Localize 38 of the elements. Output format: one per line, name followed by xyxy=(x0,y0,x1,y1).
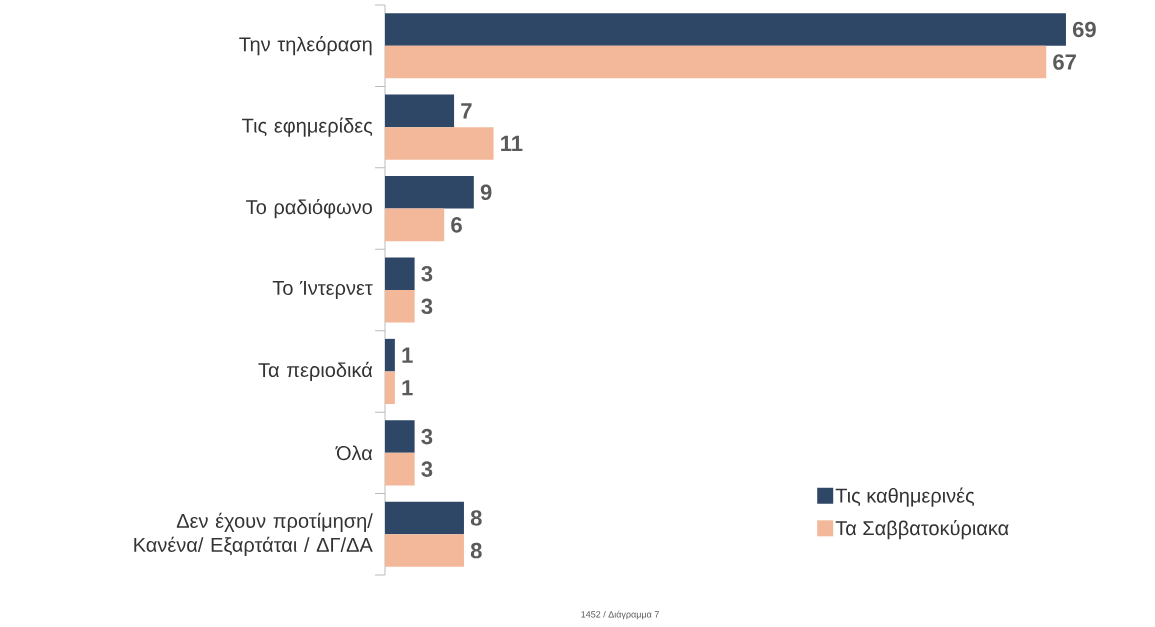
y-tick-label: Τις εφημερίδες xyxy=(242,117,373,137)
bar xyxy=(385,13,1066,46)
bar xyxy=(385,420,415,453)
bar xyxy=(385,208,445,242)
data-label: 69 xyxy=(1072,21,1096,38)
data-label: 67 xyxy=(1053,54,1076,70)
bar xyxy=(385,45,1047,79)
bar xyxy=(385,534,464,567)
legend-label: Τα Σαββατοκύριακα xyxy=(835,520,1009,540)
bar xyxy=(385,176,474,209)
data-label: 1 xyxy=(402,380,413,396)
y-tick-label: Το ραδιόφωνο xyxy=(246,198,372,219)
text: 1452 / Διάγραμμα 7 xyxy=(581,610,659,620)
data-label: 11 xyxy=(501,135,523,151)
data-label: 3 xyxy=(421,298,433,315)
bar xyxy=(385,501,464,535)
y-tick-label: Όλα xyxy=(335,445,373,461)
data-label: 8 xyxy=(470,542,482,559)
y-tick-label: Τα περιοδικά xyxy=(258,361,373,382)
bar xyxy=(385,257,415,290)
y-tick-label: Το Ίντερνετ xyxy=(272,281,373,299)
bar xyxy=(385,452,415,486)
bar xyxy=(385,290,415,323)
bar xyxy=(385,338,395,372)
y-tick-label: Δεν έχουν προτίμηση/ Κανένα/ Εξαρτάται / ΔΓ/ΔΑ xyxy=(134,512,373,556)
data-label: 7 xyxy=(461,103,472,119)
bar xyxy=(385,94,455,128)
y-tick-label: Την τηλεόραση xyxy=(239,36,372,56)
data-label: 3 xyxy=(421,265,433,282)
data-label: 3 xyxy=(421,461,433,477)
data-label: 3 xyxy=(421,428,433,445)
bar xyxy=(385,371,395,404)
data-label: 8 xyxy=(470,510,482,526)
bar xyxy=(385,127,494,160)
data-label: 6 xyxy=(451,217,462,233)
legend-label: Τις καθημερινές xyxy=(835,487,975,507)
data-label: 9 xyxy=(480,184,492,201)
data-label: 1 xyxy=(402,347,413,363)
